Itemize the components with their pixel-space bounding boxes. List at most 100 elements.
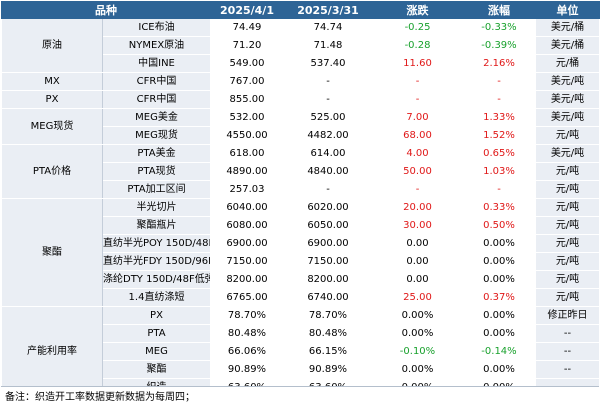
- product-name-cell: PTA现货: [102, 162, 211, 181]
- change-pct-cell: 1.03%: [462, 162, 536, 181]
- table-row: 原油 ICE布油 74.49 74.74 -0.25 -0.33% 美元/桶: [1, 18, 600, 73]
- change-cell: 68.00: [372, 126, 463, 145]
- value-date-1-cell: 6040.00: [210, 198, 284, 217]
- table-row: 产能利用率 PX 78.70% 78.70% 0.00% 0.00% 修正昨日: [1, 306, 600, 397]
- value-date-1-cell: 74.49: [210, 18, 284, 37]
- value-date-1-cell: 71.20: [210, 36, 284, 55]
- change-pct-cell: -: [462, 72, 536, 91]
- change-cell: 0.00%: [372, 306, 463, 325]
- category-cell: PTA价格: [1, 144, 103, 199]
- change-pct-cell: -0.14%: [462, 342, 536, 361]
- value-date-1-cell: 7150.00: [210, 252, 284, 271]
- category-cell: PX: [1, 90, 103, 109]
- value-date-2-cell: -: [283, 180, 373, 199]
- value-date-1-cell: 78.70%: [210, 306, 284, 325]
- table-row: PTA价格 PTA美金 618.00 614.00 4.00 0.65% 美元/吨: [1, 144, 600, 199]
- change-pct-cell: 0.65%: [462, 144, 536, 163]
- table-row: MX CFR中国 767.00- - - 美元/吨: [1, 72, 600, 91]
- product-name-cell: ICE布油: [102, 18, 211, 37]
- table-row: PTA现货 4890.00 4840.00 50.00 1.03% 元/吨: [2, 162, 600, 181]
- unit-cell: 修正昨日: [535, 306, 600, 325]
- change-pct-cell: 0.00%: [462, 252, 536, 271]
- header-date-1: 2025/4/1: [210, 1, 284, 19]
- change-cell: -0.10%: [372, 342, 463, 361]
- header-row: 品种 2025/4/1 2025/3/31 涨跌 涨幅 单位: [1, 1, 600, 19]
- change-cell: -: [372, 180, 463, 199]
- category-cell: MX: [1, 72, 103, 91]
- change-cell: -0.25: [372, 18, 463, 37]
- change-pct-cell: 0.00%: [462, 360, 536, 379]
- header-change-pct: 涨幅: [462, 1, 536, 19]
- change-pct-cell: 0.50%: [462, 216, 536, 235]
- value-date-1-cell: 549.00: [210, 54, 284, 73]
- unit-cell: --: [535, 342, 600, 361]
- change-cell: 4.00: [372, 144, 463, 163]
- value-date-1-cell: 767.00: [210, 72, 284, 91]
- product-name-cell: NYMEX原油: [102, 36, 211, 55]
- footnote: 备注：织造开工率数据更新数据为每周四；: [1, 386, 599, 414]
- change-cell: 50.00: [372, 162, 463, 181]
- product-name-cell: 聚酯: [102, 360, 211, 379]
- unit-cell: 元/桶: [535, 54, 600, 73]
- value-date-1-cell: 6080.00: [210, 216, 284, 235]
- table-row: PX CFR中国 855.00- - - 美元/吨: [1, 90, 600, 109]
- price-table: 品种 2025/4/1 2025/3/31 涨跌 涨幅 单位 原油 ICE布油 74…: [1, 1, 600, 397]
- change-pct-cell: 0.00%: [462, 270, 536, 289]
- category-cell: MEG现货: [1, 108, 103, 145]
- value-date-2-cell: 537.40: [283, 54, 373, 73]
- header-date-2: 2025/3/31: [283, 1, 373, 19]
- table-row: MEG现货 4550.00 4482.00 68.00 1.52% 元/吨: [2, 126, 600, 145]
- product-name-cell: PX: [102, 306, 211, 325]
- value-date-1-cell: 855.00: [210, 90, 284, 109]
- change-cell: -: [372, 72, 463, 91]
- change-cell: 30.00: [372, 216, 463, 235]
- category-cell: 聚酯: [1, 198, 103, 307]
- unit-cell: 元/吨: [535, 288, 600, 307]
- unit-cell: 美元/吨: [535, 144, 600, 163]
- product-name-cell: PTA: [102, 324, 211, 343]
- product-name-cell: PTA加工区间: [102, 180, 211, 199]
- value-date-2-cell: 8200.00: [283, 270, 373, 289]
- product-name-cell: MEG美金: [102, 108, 211, 127]
- product-name-cell: MEG: [102, 342, 211, 361]
- value-date-2-cell: 4482.00: [283, 126, 373, 145]
- change-pct-cell: -: [462, 180, 536, 199]
- unit-cell: 元/吨: [535, 216, 600, 235]
- product-name-cell: 1.4直纺涤短: [102, 288, 211, 307]
- change-pct-cell: 0.00%: [462, 234, 536, 253]
- table-row: 直纺半光FDY 150D/96F 7150.00 7150.00 0.00 0.00% 元…: [2, 252, 600, 271]
- unit-cell: 美元/吨: [535, 72, 600, 91]
- value-date-1-cell: 8200.00: [210, 270, 284, 289]
- product-name-cell: CFR中国: [102, 90, 211, 109]
- table-row: 聚酯 90.89% 90.89% 0.00% 0.00% --: [2, 360, 600, 379]
- change-pct-cell: 0.33%: [462, 198, 536, 217]
- change-pct-cell: 1.52%: [462, 126, 536, 145]
- product-name-cell: 直纺半光POY 150D/48F: [102, 234, 211, 253]
- value-date-2-cell: 74.74: [283, 18, 373, 37]
- change-cell: 25.00: [372, 288, 463, 307]
- value-date-1-cell: 90.89%: [210, 360, 284, 379]
- unit-cell: 元/吨: [535, 162, 600, 181]
- value-date-1-cell: 66.06%: [210, 342, 284, 361]
- value-date-2-cell: 6050.00: [283, 216, 373, 235]
- change-cell: 0.00%: [372, 360, 463, 379]
- header-change: 涨跌: [372, 1, 463, 19]
- value-date-2-cell: 6020.00: [283, 198, 373, 217]
- value-date-2-cell: 614.00: [283, 144, 373, 163]
- change-pct-cell: 0.37%: [462, 288, 536, 307]
- change-cell: 11.60: [372, 54, 463, 73]
- table-row: 中国INE 549.00 537.40 11.60 2.16% 元/桶: [2, 54, 600, 73]
- product-name-cell: 半光切片: [102, 198, 211, 217]
- header-unit: 单位: [535, 1, 600, 19]
- table-row: 涤纶DTY 150D/48F低弹 8200.00 8200.00 0.00 0.00% 元…: [2, 270, 600, 289]
- change-cell: -: [372, 90, 463, 109]
- change-pct-cell: -: [462, 90, 536, 109]
- value-date-2-cell: 4840.00: [283, 162, 373, 181]
- value-date-1-cell: 6900.00: [210, 234, 284, 253]
- value-date-2-cell: 525.00: [283, 108, 373, 127]
- unit-cell: --: [535, 360, 600, 379]
- unit-cell: 元/吨: [535, 270, 600, 289]
- value-date-2-cell: 78.70%: [283, 306, 373, 325]
- product-name-cell: PTA美金: [102, 144, 211, 163]
- unit-cell: 美元/桶: [535, 36, 600, 55]
